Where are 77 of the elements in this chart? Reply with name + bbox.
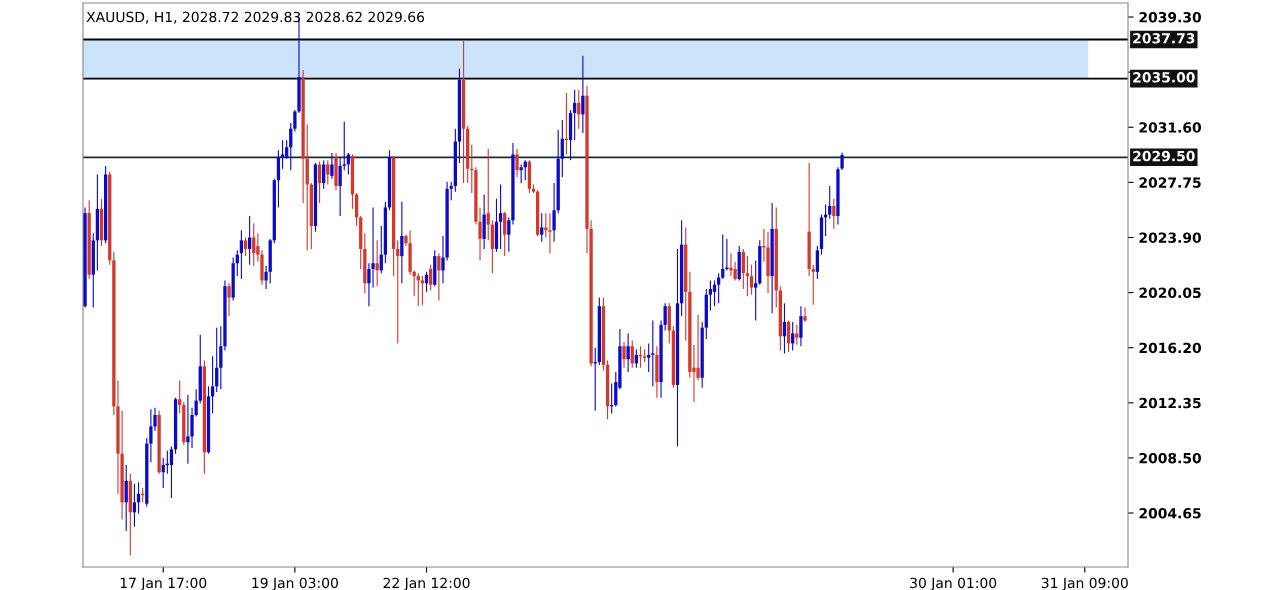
candlestick	[803, 307, 807, 323]
candlestick	[219, 325, 223, 390]
y-tick-label: 2039.30	[1139, 12, 1202, 23]
candlestick	[420, 275, 425, 306]
candlestick	[326, 159, 330, 186]
candlestick	[745, 255, 750, 297]
candlestick	[647, 342, 651, 373]
x-tick-label: 22 Jan 12:00	[383, 577, 470, 590]
y-tick-label: 2004.65	[1139, 508, 1201, 519]
y-tick-label: 2020.05	[1139, 287, 1201, 299]
candlestick	[169, 445, 174, 499]
candlestick	[507, 216, 511, 253]
candlestick	[342, 120, 346, 171]
x-tick-label: 31 Jan 09:00	[1041, 577, 1128, 590]
candlestick	[811, 264, 815, 306]
candlestick	[227, 282, 231, 317]
candlestick	[338, 156, 342, 217]
candlestick	[832, 198, 836, 230]
y-tick-label: 2031.60	[1139, 122, 1202, 133]
candlestick	[828, 185, 832, 220]
candlestick	[626, 332, 630, 373]
candlestick	[515, 148, 519, 178]
text: XAUUSD, H1, 2028.72 2029.83 2028.62 2029.66	[86, 11, 425, 24]
candlestick	[663, 302, 667, 332]
candlestick	[622, 341, 626, 369]
candlestick	[178, 380, 182, 415]
candlestick	[330, 152, 334, 180]
candlestick	[186, 394, 190, 465]
y-tick-label: 2023.90	[1139, 232, 1202, 243]
candlestick	[519, 163, 523, 184]
candlestick	[498, 183, 503, 250]
candlestick	[815, 245, 820, 280]
candlestick	[429, 264, 433, 291]
candlestick	[548, 212, 552, 254]
candlestick	[400, 201, 404, 284]
candlestick	[581, 55, 585, 134]
candlestick	[749, 264, 754, 296]
y-tick-label: 2016.20	[1139, 342, 1202, 354]
candlestick	[503, 211, 507, 257]
candlestick	[243, 236, 248, 257]
ref-line-label: 2029.50	[1133, 150, 1195, 162]
x-tick-label: 17 Jan 17:00	[120, 577, 207, 590]
candlestick	[346, 152, 351, 176]
x-tick-label: 19 Jan 03:00	[252, 577, 338, 590]
candlestick	[247, 215, 252, 266]
candlestick	[280, 139, 285, 170]
candlestick	[276, 149, 281, 208]
candlestick	[552, 182, 556, 243]
candlestick	[651, 319, 655, 387]
candlestick	[317, 161, 322, 204]
candlestick	[708, 279, 713, 312]
y-tick-label: 2027.75	[1139, 177, 1201, 188]
candlestick	[486, 148, 490, 241]
candlestick	[252, 222, 256, 267]
candlestick	[449, 181, 453, 201]
candlestick	[560, 119, 564, 178]
candlestick	[149, 408, 153, 463]
candlestick	[791, 321, 795, 352]
candlestick	[264, 265, 268, 290]
candlestick	[795, 324, 799, 346]
candlestick	[573, 89, 577, 141]
ref-line-label: 2035.00	[1133, 72, 1195, 83]
candlestick	[799, 305, 803, 347]
candlestick	[721, 234, 725, 280]
candlestick	[285, 139, 289, 160]
candlestick	[322, 159, 326, 190]
candlestick	[437, 252, 441, 302]
candlestick	[754, 259, 758, 322]
y-tick-label: 2008.50	[1139, 452, 1202, 464]
candlestick	[544, 212, 548, 239]
candlestick	[210, 355, 215, 415]
candlestick	[132, 483, 137, 528]
candlestick	[540, 212, 544, 243]
candlestick	[239, 229, 244, 280]
ref-line-label: 2037.73	[1133, 33, 1195, 44]
y-tick-label: 2012.35	[1139, 397, 1201, 409]
x-tick-label: 30 Jan 01:00	[910, 577, 997, 590]
